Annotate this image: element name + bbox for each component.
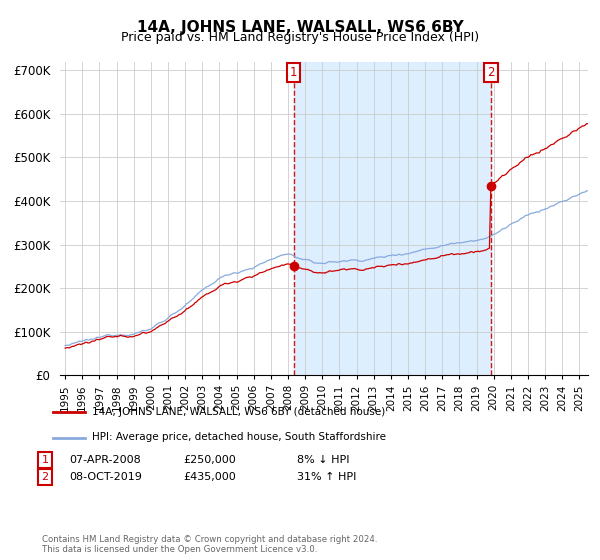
- Text: 08-OCT-2019: 08-OCT-2019: [69, 472, 142, 482]
- Text: 8% ↓ HPI: 8% ↓ HPI: [297, 455, 349, 465]
- Text: Contains HM Land Registry data © Crown copyright and database right 2024.
This d: Contains HM Land Registry data © Crown c…: [42, 535, 377, 554]
- Text: 1: 1: [290, 66, 298, 79]
- Text: HPI: Average price, detached house, South Staffordshire: HPI: Average price, detached house, Sout…: [92, 432, 386, 442]
- Text: 2: 2: [487, 66, 494, 79]
- Text: 1: 1: [41, 455, 49, 465]
- Text: 14A, JOHNS LANE, WALSALL, WS6 6BY: 14A, JOHNS LANE, WALSALL, WS6 6BY: [137, 20, 463, 35]
- Text: Price paid vs. HM Land Registry's House Price Index (HPI): Price paid vs. HM Land Registry's House …: [121, 31, 479, 44]
- Text: 07-APR-2008: 07-APR-2008: [69, 455, 141, 465]
- Text: £250,000: £250,000: [183, 455, 236, 465]
- Text: 14A, JOHNS LANE, WALSALL, WS6 6BY (detached house): 14A, JOHNS LANE, WALSALL, WS6 6BY (detac…: [92, 408, 386, 418]
- Bar: [294, 62, 491, 375]
- Text: 2: 2: [41, 472, 49, 482]
- Text: £435,000: £435,000: [183, 472, 236, 482]
- Text: 31% ↑ HPI: 31% ↑ HPI: [297, 472, 356, 482]
